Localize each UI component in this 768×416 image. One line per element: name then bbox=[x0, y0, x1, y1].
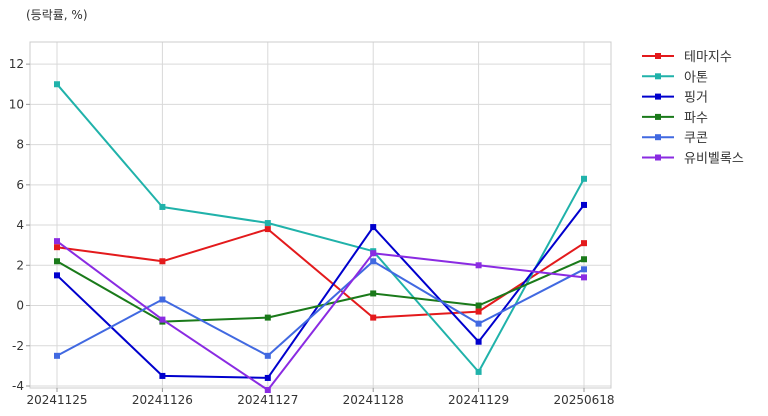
data-point bbox=[581, 274, 587, 281]
data-point bbox=[159, 372, 166, 379]
legend-label: 쿠콘 bbox=[684, 131, 708, 146]
legend-marker bbox=[655, 93, 661, 100]
data-point bbox=[264, 220, 271, 227]
series-3 bbox=[54, 201, 587, 381]
y-tick-label: 6 bbox=[16, 178, 24, 192]
series-2 bbox=[54, 81, 587, 375]
data-point bbox=[475, 320, 482, 327]
y-axis: -4 -2 0 2 4 6 8 10 12 bbox=[9, 57, 30, 393]
legend-label: 유비벨록스 bbox=[684, 152, 744, 167]
data-point bbox=[581, 240, 587, 247]
x-tick-label: 20241125 bbox=[26, 393, 87, 407]
x-axis: 20241125 20241126 20241127 20241128 20241129… bbox=[26, 388, 615, 407]
data-point bbox=[264, 352, 271, 359]
y-tick-label: 0 bbox=[16, 299, 24, 313]
data-point bbox=[581, 175, 587, 182]
data-point bbox=[54, 258, 60, 265]
legend-item: 파수 bbox=[642, 111, 708, 126]
y-tick-label: 10 bbox=[9, 97, 24, 111]
y-tick-label: 4 bbox=[16, 218, 24, 232]
series-line bbox=[56, 240, 585, 391]
legend-item: 핑거 bbox=[642, 91, 708, 106]
x-tick-label: 20241127 bbox=[237, 393, 298, 407]
data-point bbox=[264, 226, 271, 233]
legend-marker bbox=[655, 134, 661, 141]
legend-marker bbox=[655, 154, 661, 161]
legend-item: 유비벨록스 bbox=[642, 152, 744, 167]
legend-label: 테마지수 bbox=[684, 50, 732, 65]
legend-item: 쿠콘 bbox=[642, 131, 708, 146]
y-tick-label: 12 bbox=[9, 57, 24, 71]
series-6 bbox=[54, 238, 587, 394]
data-point bbox=[581, 256, 587, 263]
data-point bbox=[264, 374, 271, 381]
series-line bbox=[56, 258, 585, 323]
data-point bbox=[264, 387, 271, 394]
data-point bbox=[54, 81, 60, 88]
data-point bbox=[159, 296, 166, 303]
series-1 bbox=[54, 226, 587, 321]
data-point bbox=[370, 250, 377, 257]
data-point bbox=[159, 203, 166, 210]
y-unit-label: (등락률, %) bbox=[26, 8, 88, 22]
legend-label: 파수 bbox=[684, 111, 708, 126]
legend-label: 핑거 bbox=[684, 91, 708, 106]
data-point bbox=[159, 258, 166, 265]
series-5 bbox=[54, 258, 587, 359]
data-point bbox=[264, 314, 271, 321]
series-line bbox=[56, 204, 585, 379]
grid bbox=[30, 42, 611, 388]
data-point bbox=[475, 302, 482, 309]
legend-marker bbox=[655, 73, 661, 80]
data-point bbox=[54, 272, 60, 279]
series-line bbox=[56, 228, 585, 319]
data-point bbox=[370, 258, 377, 265]
data-point bbox=[54, 352, 60, 359]
data-point bbox=[581, 266, 587, 273]
data-point bbox=[54, 244, 60, 251]
plot-area bbox=[29, 41, 612, 389]
legend-item: 아톤 bbox=[642, 70, 708, 85]
data-point bbox=[370, 224, 377, 231]
data-point bbox=[475, 368, 482, 375]
x-tick-label: 20241129 bbox=[448, 393, 509, 407]
legend-label: 아톤 bbox=[684, 70, 708, 85]
y-tick-label: 2 bbox=[16, 258, 24, 272]
x-tick-label: 20250618 bbox=[553, 393, 614, 407]
data-point bbox=[54, 238, 60, 245]
legend-marker bbox=[655, 53, 661, 59]
data-point bbox=[475, 262, 482, 269]
data-point bbox=[475, 338, 482, 345]
data-point bbox=[370, 314, 377, 321]
x-tick-label: 20241126 bbox=[132, 393, 193, 407]
y-tick-label: -4 bbox=[12, 379, 24, 393]
series-layer bbox=[54, 81, 587, 394]
legend-item: 테마지수 bbox=[642, 50, 732, 65]
series-line bbox=[56, 260, 585, 357]
data-point bbox=[159, 316, 166, 323]
data-point bbox=[370, 290, 377, 297]
data-point bbox=[581, 201, 587, 208]
y-tick-label: -2 bbox=[12, 339, 24, 353]
legend-marker bbox=[655, 113, 661, 120]
data-point bbox=[475, 308, 482, 315]
y-tick-label: 8 bbox=[16, 138, 24, 152]
series-line bbox=[56, 83, 585, 373]
x-tick-label: 20241128 bbox=[343, 393, 404, 407]
